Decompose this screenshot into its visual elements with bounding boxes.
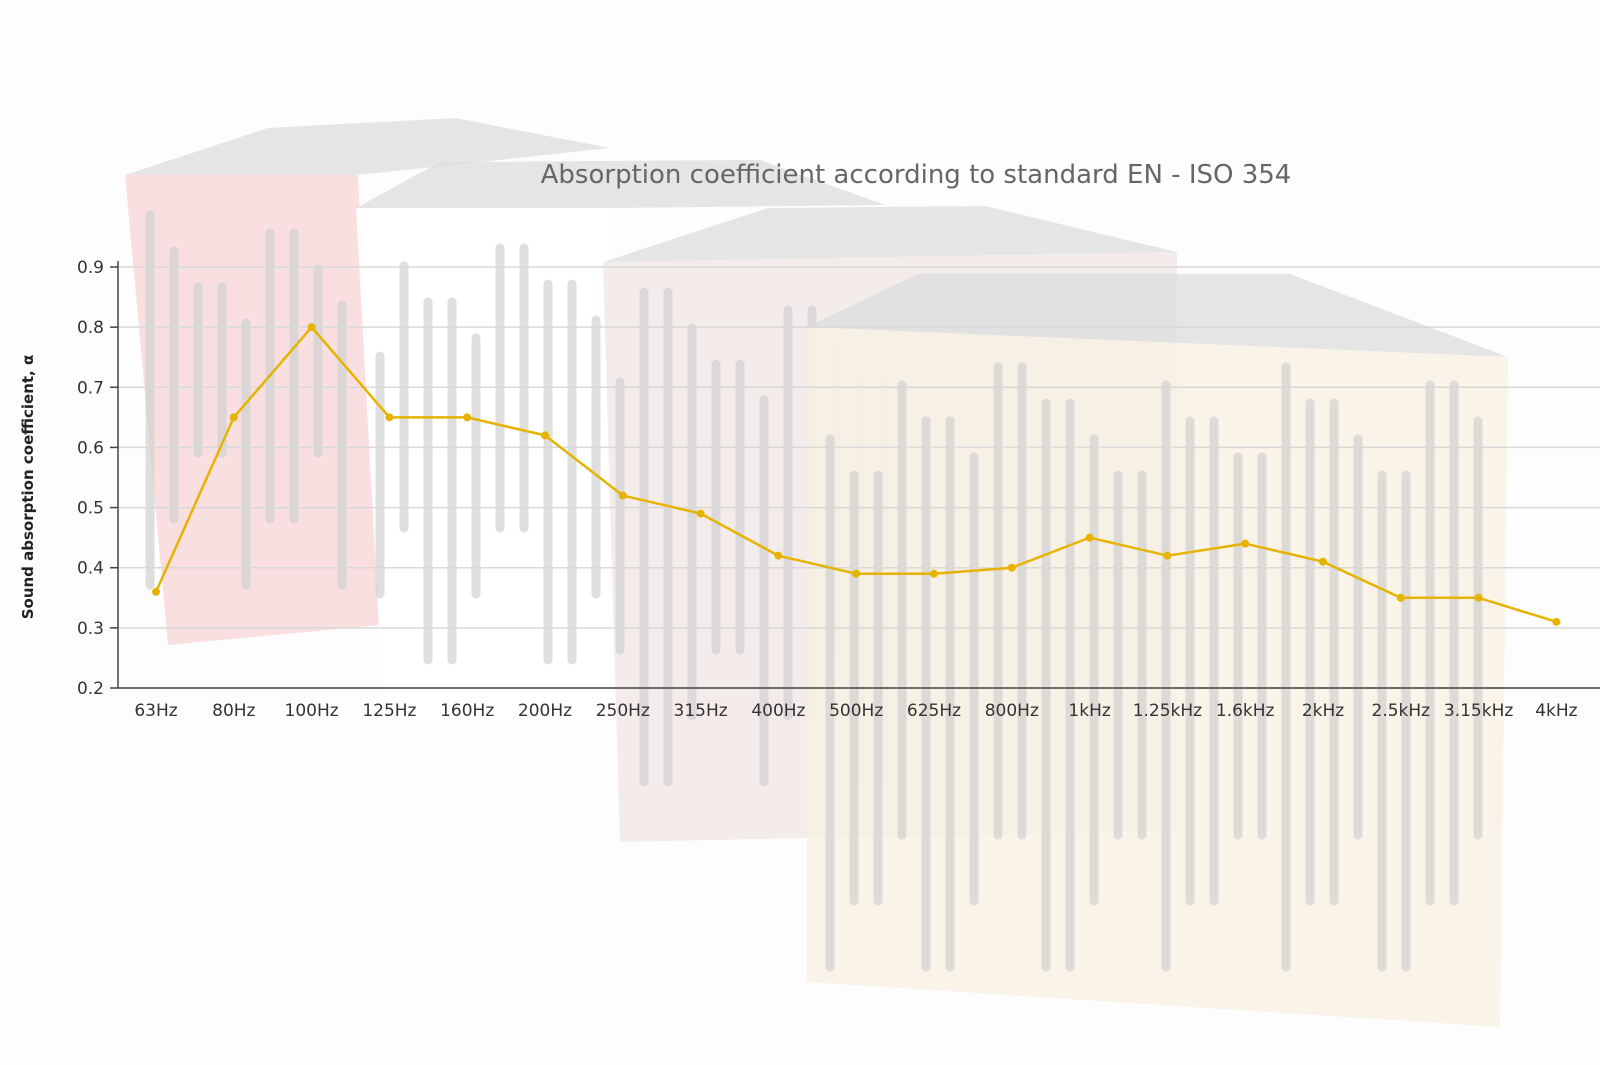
x-tick-label: 500Hz — [829, 701, 883, 721]
data-point — [307, 323, 316, 332]
chart-title: Absorption coefficient according to stan… — [541, 160, 1292, 190]
data-points — [152, 323, 1561, 626]
panel-top — [807, 274, 1508, 357]
data-point — [1007, 563, 1016, 572]
panel-top — [356, 160, 885, 208]
y-tick-label: 0.6 — [77, 438, 104, 458]
data-point — [463, 413, 472, 422]
y-tick-label: 0.3 — [77, 619, 104, 639]
axes — [110, 261, 1600, 689]
panel-top — [603, 206, 1177, 262]
x-tick-label: 625Hz — [907, 701, 961, 721]
gridlines — [118, 266, 1600, 689]
data-point — [1241, 539, 1250, 548]
x-tick-label: 3.15kHz — [1444, 701, 1513, 721]
data-point — [618, 491, 627, 500]
y-tick-label: 0.9 — [77, 258, 104, 278]
x-tick-label: 1.6kHz — [1216, 701, 1275, 721]
y-tick-label: 0.2 — [77, 679, 104, 699]
data-point — [774, 551, 783, 560]
data-point — [1319, 557, 1327, 566]
data-point — [152, 587, 160, 596]
data-point — [1085, 533, 1094, 542]
data-point — [1163, 551, 1172, 560]
data-point — [696, 509, 705, 518]
y-tick-label: 0.5 — [77, 499, 104, 519]
y-tick-label: 0.4 — [77, 559, 104, 579]
data-point — [1396, 593, 1405, 602]
x-tick-label: 2.5kHz — [1372, 701, 1431, 721]
data-point — [229, 413, 238, 422]
data-point — [1474, 593, 1483, 602]
y-tick-label: 0.7 — [77, 378, 104, 398]
data-point — [541, 431, 549, 440]
x-tick-label: 1.25kHz — [1133, 701, 1202, 721]
y-tick-label: 0.8 — [77, 318, 104, 338]
x-tick-label: 315Hz — [674, 701, 728, 721]
data-point — [852, 569, 861, 578]
axis-labels: 0.2 0.3 0.4 0.5 0.6 0.7 0.8 0.9 63Hz 80Hz 100Hz 125… — [77, 258, 1578, 721]
panel-top — [125, 118, 610, 175]
x-tick-label: 4kHz — [1535, 701, 1577, 721]
x-tick-label: 400Hz — [751, 701, 805, 721]
x-tick-label: 800Hz — [985, 701, 1039, 721]
x-tick-label: 1kHz — [1068, 701, 1110, 721]
y-axis-title: Sound absorption coefficient, α — [19, 355, 37, 620]
data-point — [385, 413, 394, 422]
x-tick-label: 125Hz — [362, 701, 416, 721]
x-tick-label: 80Hz — [212, 701, 255, 721]
x-tick-label: 200Hz — [518, 701, 572, 721]
x-tick-label: 2kHz — [1302, 701, 1344, 721]
x-tick-label: 63Hz — [134, 701, 177, 721]
x-tick-label: 160Hz — [440, 701, 494, 721]
x-tick-label: 250Hz — [596, 701, 650, 721]
data-point — [930, 569, 938, 578]
x-tick-label: 100Hz — [285, 701, 339, 721]
data-point — [1552, 617, 1561, 626]
